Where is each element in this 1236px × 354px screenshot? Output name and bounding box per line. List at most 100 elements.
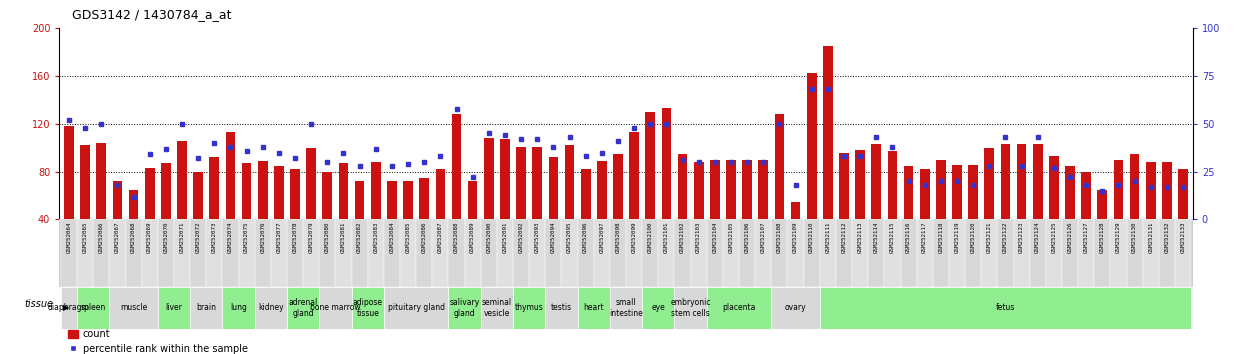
Text: GSM252119: GSM252119 [954, 222, 959, 253]
Bar [675, 287, 707, 329]
Text: salivary
gland: salivary gland [450, 298, 480, 318]
Text: GSM252073: GSM252073 [211, 222, 216, 253]
Bar [984, 148, 994, 219]
Bar [400, 219, 417, 287]
Text: GSM252086: GSM252086 [421, 222, 426, 253]
Bar [319, 287, 351, 329]
Bar [174, 219, 190, 287]
Bar [1159, 219, 1175, 287]
Text: GSM252105: GSM252105 [728, 222, 733, 253]
Bar [1143, 219, 1159, 287]
Bar [803, 219, 819, 287]
Text: GSM252110: GSM252110 [810, 222, 815, 253]
Bar [255, 219, 271, 287]
Text: GSM252065: GSM252065 [83, 222, 88, 253]
Bar [707, 287, 771, 329]
Bar [629, 132, 639, 219]
Bar [485, 138, 493, 219]
Text: GSM252115: GSM252115 [890, 222, 895, 253]
Text: GSM252132: GSM252132 [1164, 222, 1169, 253]
Bar [561, 219, 577, 287]
Bar [158, 219, 174, 287]
Bar [367, 219, 384, 287]
Bar [771, 219, 787, 287]
Bar [693, 162, 703, 219]
Text: heart: heart [583, 303, 604, 313]
Text: GSM252124: GSM252124 [1036, 222, 1041, 253]
Bar [920, 169, 929, 219]
Text: GSM252107: GSM252107 [761, 222, 766, 253]
Text: GSM252079: GSM252079 [309, 222, 314, 253]
Bar [645, 112, 655, 219]
Text: GSM252064: GSM252064 [67, 222, 72, 253]
Bar [158, 287, 190, 329]
Bar [1014, 219, 1030, 287]
Bar [775, 114, 785, 219]
Bar [222, 287, 255, 329]
Bar [193, 172, 203, 219]
Bar [449, 287, 481, 329]
Bar [675, 219, 691, 287]
Bar [451, 114, 461, 219]
Bar [61, 219, 77, 287]
Bar [64, 126, 74, 219]
Bar [517, 147, 527, 219]
Text: GSM252101: GSM252101 [664, 222, 669, 253]
Bar [129, 190, 138, 219]
Text: GSM252092: GSM252092 [519, 222, 524, 253]
Bar [597, 161, 607, 219]
Bar [513, 219, 529, 287]
Text: GSM252096: GSM252096 [583, 222, 588, 253]
Text: GSM252097: GSM252097 [599, 222, 604, 253]
Text: GSM252127: GSM252127 [1084, 222, 1089, 253]
Text: GSM252121: GSM252121 [986, 222, 991, 253]
Bar [819, 287, 1192, 329]
Text: embryonic
stem cells: embryonic stem cells [670, 298, 711, 318]
Bar [80, 145, 90, 219]
Text: GSM252113: GSM252113 [858, 222, 863, 253]
Bar [1146, 162, 1156, 219]
Text: GSM252082: GSM252082 [357, 222, 362, 253]
Bar [1046, 219, 1062, 287]
Text: kidney: kidney [258, 303, 283, 313]
Text: GSM252123: GSM252123 [1020, 222, 1025, 253]
Bar [319, 219, 335, 287]
Bar [339, 163, 349, 219]
Bar [112, 181, 122, 219]
Bar [755, 219, 771, 287]
Legend: count, percentile rank within the sample: count, percentile rank within the sample [64, 325, 252, 354]
Bar [1110, 219, 1126, 287]
Text: muscle: muscle [120, 303, 147, 313]
Bar [771, 287, 819, 329]
Text: GSM252128: GSM252128 [1100, 222, 1105, 253]
Bar [161, 163, 171, 219]
Bar [981, 219, 997, 287]
Bar [271, 219, 287, 287]
Bar [997, 219, 1014, 287]
Bar [613, 154, 623, 219]
Bar [871, 144, 881, 219]
Text: testis: testis [551, 303, 572, 313]
Bar [1030, 219, 1046, 287]
Bar [384, 219, 400, 287]
Bar [467, 181, 477, 219]
Text: GSM252077: GSM252077 [277, 222, 282, 253]
Bar [643, 219, 659, 287]
Bar [190, 287, 222, 329]
Bar [481, 287, 513, 329]
Text: GSM252102: GSM252102 [680, 222, 685, 253]
Bar [709, 160, 719, 219]
Text: GSM252081: GSM252081 [341, 222, 346, 253]
Text: brain: brain [197, 303, 216, 313]
Bar [691, 219, 707, 287]
Text: GSM252104: GSM252104 [712, 222, 717, 253]
Bar [387, 181, 397, 219]
Bar [449, 219, 465, 287]
Bar [274, 166, 284, 219]
Bar [323, 172, 332, 219]
Text: placenta: placenta [722, 303, 755, 313]
Bar [433, 219, 449, 287]
Text: GSM252071: GSM252071 [179, 222, 184, 253]
Bar [222, 219, 239, 287]
Text: pituitary gland: pituitary gland [388, 303, 445, 313]
